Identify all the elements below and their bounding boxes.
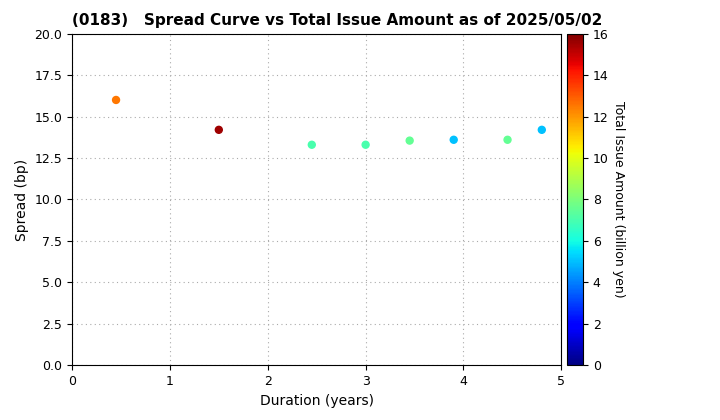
X-axis label: Duration (years): Duration (years): [260, 394, 374, 408]
Point: [110, 97, 122, 103]
Point: [502, 136, 513, 143]
Point: [360, 142, 372, 148]
Y-axis label: Spread (bp): Spread (bp): [15, 158, 29, 241]
Y-axis label: Total Issue Amount (billion yen): Total Issue Amount (billion yen): [613, 101, 626, 298]
Point: [306, 142, 318, 148]
Point: [213, 126, 225, 133]
Point: [404, 137, 415, 144]
Text: (0183)   Spread Curve vs Total Issue Amount as of 2025/05/02: (0183) Spread Curve vs Total Issue Amoun…: [72, 13, 603, 28]
Point: [536, 126, 547, 133]
Point: [448, 136, 459, 143]
